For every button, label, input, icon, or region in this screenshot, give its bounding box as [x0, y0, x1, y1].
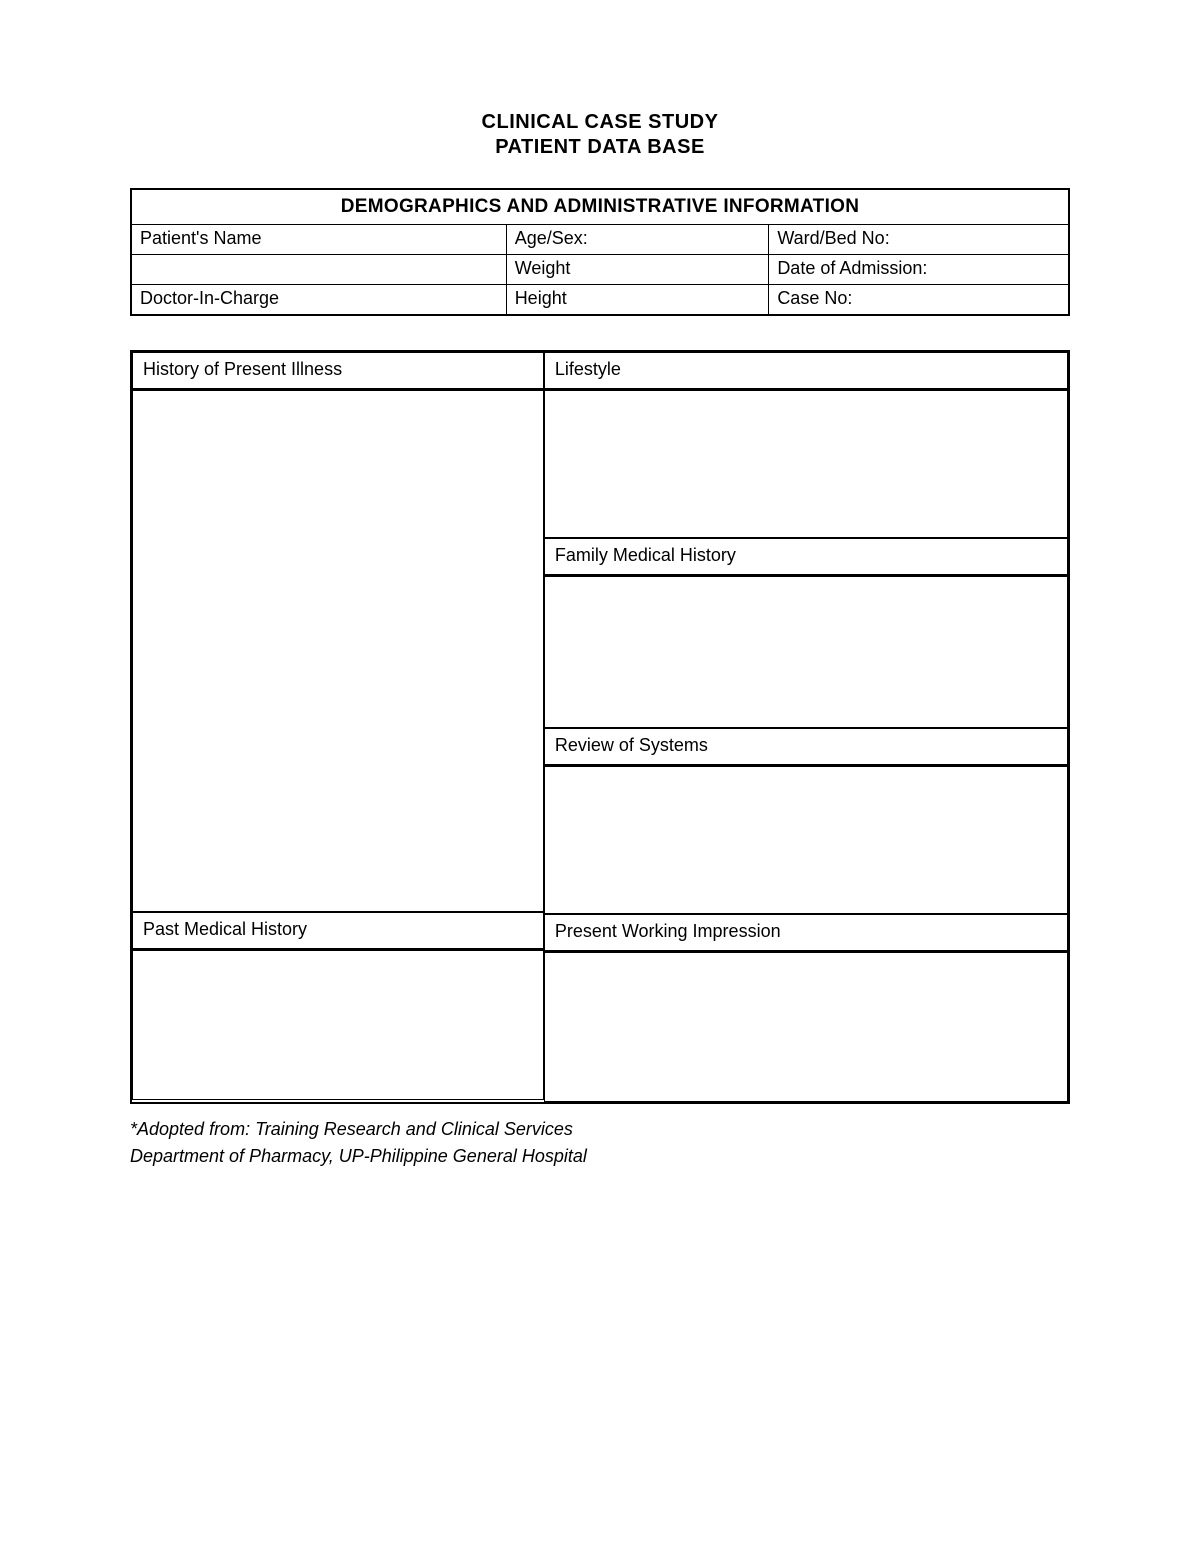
table-row: Doctor-In-Charge Height Case No: — [131, 285, 1069, 316]
section-pwi-label: Present Working Impression — [544, 914, 1068, 952]
table-row: Weight Date of Admission: — [131, 255, 1069, 285]
cell-blank — [131, 255, 506, 285]
page: CLINICAL CASE STUDY PATIENT DATA BASE DE… — [0, 0, 1200, 1553]
cell-doa: Date of Admission: — [769, 255, 1069, 285]
table-row: Patient's Name Age/Sex: Ward/Bed No: — [131, 225, 1069, 255]
section-fmh-label: Family Medical History — [544, 538, 1068, 576]
demographics-table: DEMOGRAPHICS AND ADMINISTRATIVE INFORMAT… — [130, 188, 1070, 316]
document-title: CLINICAL CASE STUDY PATIENT DATA BASE — [130, 110, 1070, 160]
section-hpi-label: History of Present Illness — [132, 352, 544, 390]
history-grid: History of Present Illness Past Medical … — [130, 350, 1070, 1104]
cell-patient-name: Patient's Name — [131, 225, 506, 255]
section-ros-label: Review of Systems — [544, 728, 1068, 766]
cell-case-no: Case No: — [769, 285, 1069, 316]
section-ros-body — [544, 766, 1068, 914]
section-pwi-body — [544, 952, 1068, 1102]
footnote-line-1: *Adopted from: Training Research and Cli… — [130, 1116, 1070, 1143]
cell-doctor: Doctor-In-Charge — [131, 285, 506, 316]
section-pmh-body — [132, 950, 544, 1100]
section-hpi-body — [132, 390, 544, 912]
section-fmh-body — [544, 576, 1068, 728]
cell-height: Height — [506, 285, 769, 316]
cell-weight: Weight — [506, 255, 769, 285]
cell-age-sex: Age/Sex: — [506, 225, 769, 255]
footnote: *Adopted from: Training Research and Cli… — [130, 1116, 1070, 1170]
section-pmh-label: Past Medical History — [132, 912, 544, 950]
title-line-1: CLINICAL CASE STUDY — [130, 110, 1070, 135]
demographics-header: DEMOGRAPHICS AND ADMINISTRATIVE INFORMAT… — [131, 189, 1069, 225]
footnote-line-2: Department of Pharmacy, UP-Philippine Ge… — [130, 1143, 1070, 1170]
section-lifestyle-body — [544, 390, 1068, 538]
section-lifestyle-label: Lifestyle — [544, 352, 1068, 390]
cell-ward-bed: Ward/Bed No: — [769, 225, 1069, 255]
title-line-2: PATIENT DATA BASE — [130, 135, 1070, 160]
